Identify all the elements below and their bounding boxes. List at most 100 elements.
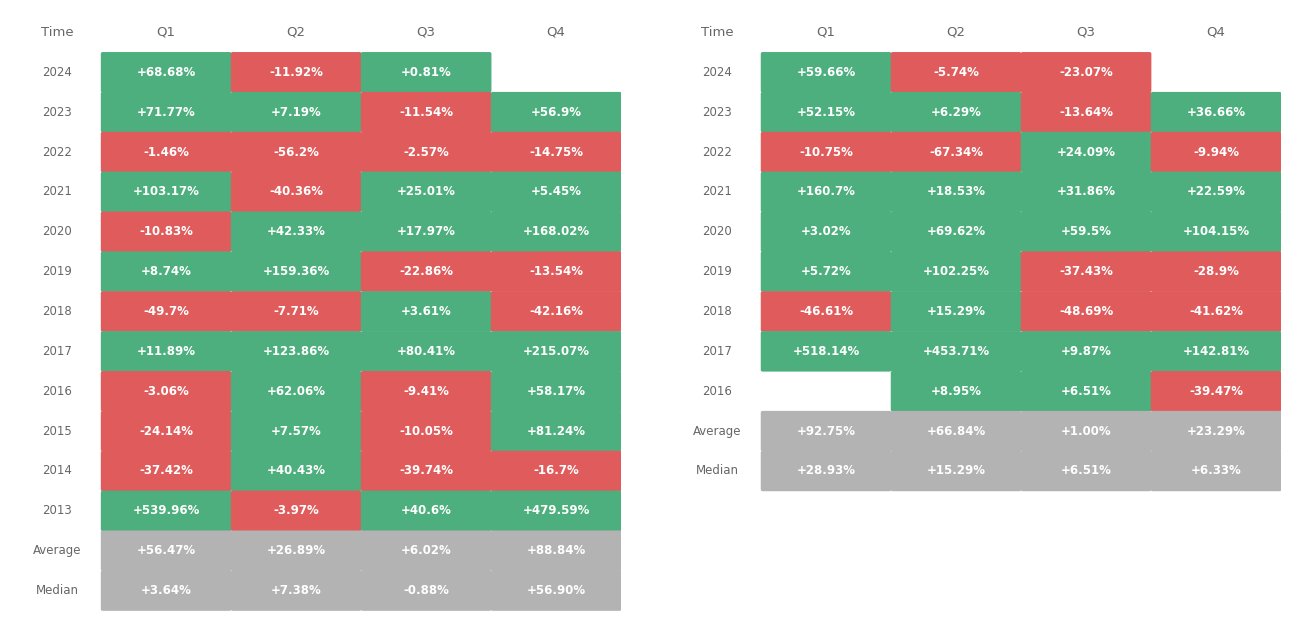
- FancyBboxPatch shape: [890, 331, 1021, 371]
- Text: -46.61%: -46.61%: [798, 305, 853, 318]
- FancyBboxPatch shape: [1150, 292, 1281, 331]
- Text: +6.02%: +6.02%: [401, 545, 452, 557]
- Text: +58.17%: +58.17%: [527, 385, 586, 397]
- FancyBboxPatch shape: [1150, 331, 1281, 371]
- Text: -56.2%: -56.2%: [273, 146, 320, 158]
- Text: +7.19%: +7.19%: [270, 106, 321, 118]
- Text: +40.6%: +40.6%: [401, 505, 452, 517]
- Text: -5.74%: -5.74%: [933, 66, 980, 78]
- FancyBboxPatch shape: [490, 531, 621, 571]
- Text: +56.47%: +56.47%: [137, 545, 195, 557]
- FancyBboxPatch shape: [361, 331, 492, 371]
- FancyBboxPatch shape: [761, 132, 892, 172]
- Text: Q1: Q1: [157, 26, 176, 39]
- Text: Time: Time: [40, 26, 74, 39]
- FancyBboxPatch shape: [1021, 132, 1152, 172]
- Text: Average: Average: [32, 545, 82, 557]
- Text: +159.36%: +159.36%: [263, 265, 330, 278]
- Text: -3.97%: -3.97%: [273, 505, 320, 517]
- Text: +453.71%: +453.71%: [923, 345, 990, 358]
- FancyBboxPatch shape: [490, 451, 621, 491]
- FancyBboxPatch shape: [361, 52, 492, 92]
- Text: +6.33%: +6.33%: [1190, 465, 1241, 477]
- FancyBboxPatch shape: [230, 331, 361, 371]
- Text: +24.09%: +24.09%: [1057, 146, 1115, 158]
- FancyBboxPatch shape: [890, 132, 1021, 172]
- FancyBboxPatch shape: [230, 411, 361, 451]
- Text: Q2: Q2: [287, 26, 305, 39]
- Text: +68.68%: +68.68%: [136, 66, 195, 78]
- Text: -10.75%: -10.75%: [800, 146, 853, 158]
- FancyBboxPatch shape: [1150, 212, 1281, 252]
- FancyBboxPatch shape: [230, 252, 361, 292]
- FancyBboxPatch shape: [490, 491, 621, 531]
- Text: +88.84%: +88.84%: [527, 545, 586, 557]
- FancyBboxPatch shape: [490, 571, 621, 611]
- FancyBboxPatch shape: [890, 411, 1021, 451]
- Text: -16.7%: -16.7%: [533, 465, 578, 477]
- FancyBboxPatch shape: [230, 371, 361, 411]
- Text: +102.25%: +102.25%: [923, 265, 990, 278]
- Text: +1.00%: +1.00%: [1061, 425, 1112, 437]
- Text: Q2: Q2: [947, 26, 965, 39]
- Text: -11.54%: -11.54%: [399, 106, 453, 118]
- Text: 2021: 2021: [43, 186, 72, 198]
- FancyBboxPatch shape: [230, 212, 361, 252]
- FancyBboxPatch shape: [490, 132, 621, 172]
- FancyBboxPatch shape: [890, 451, 1021, 491]
- Text: -41.62%: -41.62%: [1189, 305, 1244, 318]
- FancyBboxPatch shape: [761, 331, 892, 371]
- Text: -22.86%: -22.86%: [399, 265, 453, 278]
- Text: 2016: 2016: [703, 385, 732, 397]
- FancyBboxPatch shape: [761, 411, 892, 451]
- Text: +0.81%: +0.81%: [401, 66, 452, 78]
- Text: 2024: 2024: [43, 66, 72, 78]
- Text: +25.01%: +25.01%: [397, 186, 455, 198]
- Text: 2020: 2020: [43, 226, 72, 238]
- Text: -9.41%: -9.41%: [404, 385, 449, 397]
- FancyBboxPatch shape: [101, 571, 232, 611]
- Text: -9.94%: -9.94%: [1193, 146, 1240, 158]
- Text: +23.29%: +23.29%: [1187, 425, 1246, 437]
- Text: 2022: 2022: [43, 146, 72, 158]
- FancyBboxPatch shape: [490, 292, 621, 331]
- FancyBboxPatch shape: [230, 292, 361, 331]
- Text: +40.43%: +40.43%: [267, 465, 326, 477]
- Text: +3.64%: +3.64%: [141, 584, 192, 597]
- FancyBboxPatch shape: [890, 172, 1021, 212]
- FancyBboxPatch shape: [101, 331, 232, 371]
- Text: -13.64%: -13.64%: [1058, 106, 1113, 118]
- Text: 2018: 2018: [703, 305, 732, 318]
- FancyBboxPatch shape: [1150, 172, 1281, 212]
- FancyBboxPatch shape: [490, 212, 621, 252]
- Text: -48.69%: -48.69%: [1058, 305, 1113, 318]
- Text: -7.71%: -7.71%: [273, 305, 318, 318]
- FancyBboxPatch shape: [101, 292, 232, 331]
- Text: -67.34%: -67.34%: [929, 146, 983, 158]
- FancyBboxPatch shape: [1150, 371, 1281, 411]
- Text: +215.07%: +215.07%: [523, 345, 590, 358]
- Text: +66.84%: +66.84%: [927, 425, 986, 437]
- FancyBboxPatch shape: [1021, 252, 1152, 292]
- FancyBboxPatch shape: [761, 252, 892, 292]
- Text: +69.62%: +69.62%: [927, 226, 986, 238]
- FancyBboxPatch shape: [101, 491, 232, 531]
- FancyBboxPatch shape: [101, 531, 232, 571]
- FancyBboxPatch shape: [1021, 52, 1152, 92]
- Text: 2020: 2020: [703, 226, 732, 238]
- FancyBboxPatch shape: [761, 172, 892, 212]
- FancyBboxPatch shape: [490, 172, 621, 212]
- Text: +8.95%: +8.95%: [930, 385, 982, 397]
- FancyBboxPatch shape: [890, 52, 1021, 92]
- Text: +6.29%: +6.29%: [930, 106, 982, 118]
- FancyBboxPatch shape: [230, 172, 361, 212]
- Text: -39.47%: -39.47%: [1189, 385, 1244, 397]
- FancyBboxPatch shape: [490, 331, 621, 371]
- Text: +6.51%: +6.51%: [1061, 385, 1112, 397]
- Text: 2021: 2021: [703, 186, 732, 198]
- Text: +81.24%: +81.24%: [527, 425, 586, 437]
- Text: -14.75%: -14.75%: [529, 146, 584, 158]
- FancyBboxPatch shape: [230, 451, 361, 491]
- Text: +103.17%: +103.17%: [133, 186, 199, 198]
- Text: +6.51%: +6.51%: [1061, 465, 1112, 477]
